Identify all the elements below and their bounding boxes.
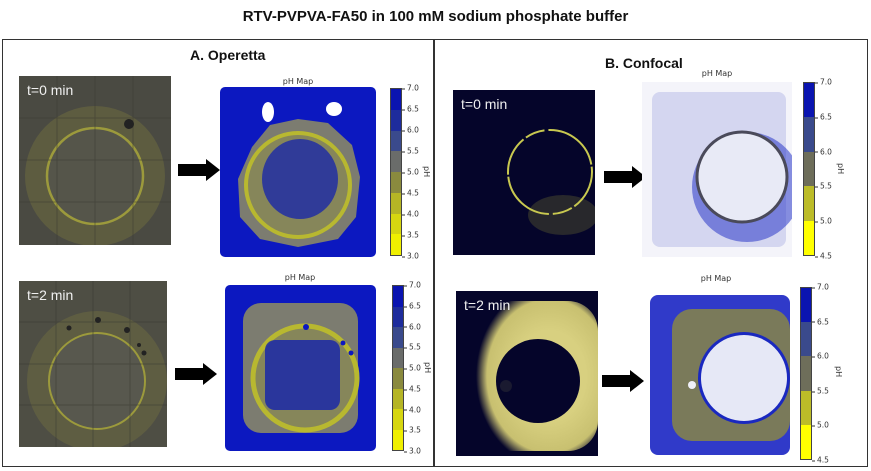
colorbar-tick: 3.5 <box>402 231 419 240</box>
colorbar-segment <box>393 409 403 430</box>
colorbar-segment <box>391 192 401 214</box>
colorbar-tick: 5.0 <box>815 217 832 226</box>
confocal-t0-ph-map <box>642 82 792 257</box>
confocal-t2-colorbar-ticks: 7.0 6.5 6.0 5.5 5.0 4.5 <box>812 283 834 465</box>
time-label: t=0 min <box>27 82 74 98</box>
colorbar-tick: 6.0 <box>402 126 419 135</box>
arrow-right-icon <box>604 166 646 188</box>
operetta-t2-colorbar <box>392 285 404 451</box>
ph-map-title: pH Map <box>282 77 314 86</box>
colorbar-tick: 4.5 <box>404 384 421 393</box>
panel-b-title: B. Confocal <box>605 55 683 71</box>
operetta-t2-micrograph: t=2 min <box>19 281 167 447</box>
time-label: t=0 min <box>461 96 508 112</box>
colorbar-segment <box>393 368 403 389</box>
colorbar-segment <box>391 172 401 193</box>
confocal-t0-image <box>453 90 595 255</box>
colorbar-tick: 6.5 <box>815 112 832 121</box>
confocal-t2-colorbar <box>800 287 812 460</box>
ph-map-title: pH Map <box>700 274 732 283</box>
colorbar-segment <box>804 83 814 118</box>
colorbar-segment <box>801 356 811 391</box>
colorbar-segment <box>393 327 403 348</box>
colorbar-tick: 6.0 <box>815 147 832 156</box>
confocal-t0-colorbar <box>803 82 815 256</box>
colorbar-tick: 4.5 <box>402 189 419 198</box>
colorbar-segment <box>391 130 401 152</box>
colorbar-tick: 7.0 <box>402 84 419 93</box>
colorbar-segment <box>393 429 403 450</box>
confocal-t2-micrograph: t=2 min <box>456 291 598 456</box>
colorbar-tick: 7.0 <box>815 78 832 87</box>
confocal-t2-ph-map <box>650 295 790 455</box>
colorbar-tick: 6.5 <box>812 317 829 326</box>
colorbar-tick: 6.0 <box>404 322 421 331</box>
arrow-right-icon <box>175 363 217 385</box>
colorbar-segment <box>391 213 401 235</box>
colorbar-label: pH <box>422 166 431 178</box>
operetta-t2-colorbar-ticks: 7.0 6.5 6.0 5.5 5.0 4.5 4.0 3.5 3.0 <box>404 281 426 456</box>
colorbar-tick: 5.5 <box>812 386 829 395</box>
colorbar-tick: 4.0 <box>402 210 419 219</box>
colorbar-tick: 5.0 <box>402 168 419 177</box>
operetta-t0-micrograph: t=0 min <box>19 76 171 245</box>
colorbar-tick: 6.5 <box>404 301 421 310</box>
operetta-t0-colorbar-ticks: 7.0 6.5 6.0 5.5 5.0 4.5 4.0 3.5 3.0 <box>402 84 424 261</box>
colorbar-segment <box>801 390 811 425</box>
colorbar-segment <box>801 288 811 323</box>
colorbar-segment <box>804 220 814 256</box>
colorbar-tick: 3.0 <box>404 447 421 456</box>
colorbar-tick: 5.0 <box>404 364 421 373</box>
colorbar-tick: 6.5 <box>402 105 419 114</box>
colorbar-segment <box>393 347 403 368</box>
operetta-t0-ph-map <box>220 87 376 257</box>
figure-title: RTV-PVPVA-FA50 in 100 mM sodium phosphat… <box>242 8 629 25</box>
time-label: t=2 min <box>27 287 74 303</box>
colorbar-tick: 3.0 <box>402 252 419 261</box>
colorbar-tick: 5.0 <box>812 421 829 430</box>
ph-map-title: pH Map <box>701 69 733 78</box>
confocal-t2-image <box>456 291 598 456</box>
colorbar-segment <box>393 388 403 409</box>
colorbar-segment <box>801 424 811 460</box>
arrow-right-icon <box>178 159 220 181</box>
panel-a-title: A. Operetta <box>190 47 266 63</box>
colorbar-segment <box>391 234 401 255</box>
colorbar-label: pH <box>423 362 432 374</box>
colorbar-tick: 5.5 <box>404 343 421 352</box>
colorbar-label: pH <box>834 366 843 378</box>
colorbar-segment <box>393 306 403 327</box>
ph-map-title: pH Map <box>284 273 316 282</box>
panel-divider <box>433 39 435 467</box>
colorbar-tick: 5.5 <box>815 182 832 191</box>
colorbar-tick: 7.0 <box>812 283 829 292</box>
operetta-t2-ph-map <box>225 285 376 451</box>
time-label: t=2 min <box>464 297 511 313</box>
colorbar-label: pH <box>836 163 845 175</box>
operetta-t0-image <box>19 76 171 245</box>
figure-frame <box>2 39 868 467</box>
colorbar-segment <box>393 286 403 307</box>
colorbar-segment <box>801 322 811 357</box>
colorbar-segment <box>391 89 401 110</box>
colorbar-segment <box>804 117 814 152</box>
confocal-t0-micrograph: t=0 min <box>453 90 595 255</box>
colorbar-segment <box>804 151 814 187</box>
colorbar-segment <box>391 109 401 131</box>
colorbar-tick: 4.5 <box>815 252 832 261</box>
colorbar-segment <box>804 186 814 221</box>
colorbar-tick: 4.0 <box>404 405 421 414</box>
operetta-t0-colorbar <box>390 88 402 256</box>
colorbar-tick: 7.0 <box>404 281 421 290</box>
operetta-t2-image <box>19 281 167 447</box>
colorbar-tick: 3.5 <box>404 426 421 435</box>
colorbar-tick: 6.0 <box>812 352 829 361</box>
colorbar-tick: 4.5 <box>812 456 829 465</box>
confocal-t0-colorbar-ticks: 7.0 6.5 6.0 5.5 5.0 4.5 <box>815 78 837 261</box>
colorbar-tick: 5.5 <box>402 147 419 156</box>
colorbar-segment <box>391 151 401 172</box>
arrow-right-icon <box>602 370 644 392</box>
